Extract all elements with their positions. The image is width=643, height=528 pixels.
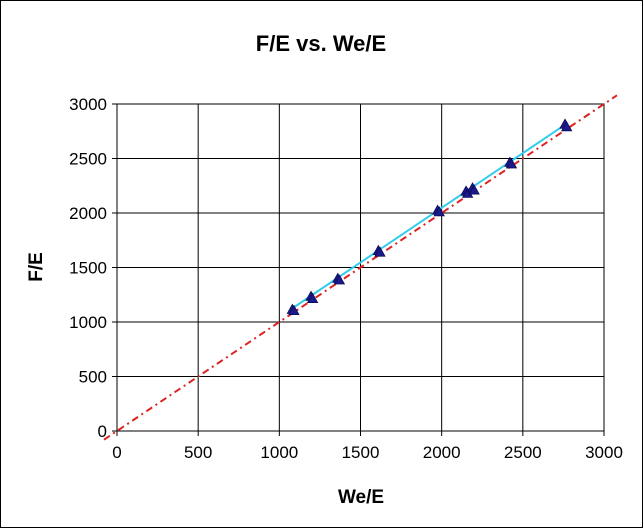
chart-title: F/E vs. We/E (256, 31, 386, 56)
y-tick-label-4: 2000 (69, 204, 107, 223)
y-tick-label-2: 1000 (69, 313, 107, 332)
y-tick-label-3: 1500 (69, 259, 107, 278)
data-point-1 (288, 304, 300, 315)
y-axis-label: F/E (26, 252, 47, 282)
y-tick-label-1: 500 (79, 368, 107, 387)
x-tick-label-4: 2000 (423, 443, 461, 462)
y-tick-label-0: 0 (98, 422, 107, 441)
data-point-17 (560, 121, 573, 132)
data-point-15 (505, 158, 518, 169)
data-point-7 (374, 246, 386, 257)
x-tick-label-6: 3000 (585, 443, 623, 462)
x-tick-label-0: 0 (112, 443, 121, 462)
y-tick-label-5: 2500 (69, 150, 107, 169)
data-point-13 (468, 184, 480, 195)
y-tick-label-6: 3000 (69, 95, 107, 114)
data-point-5 (333, 274, 346, 285)
series-2-line (103, 94, 618, 441)
data-point-3 (306, 292, 319, 303)
x-tick-label-1: 500 (184, 443, 212, 462)
x-axis-label: We/E (338, 487, 384, 508)
x-tick-label-5: 2500 (504, 443, 542, 462)
data-point-9 (433, 206, 445, 217)
plot-area: 0 500 1000 1500 2000 2500 3000 0 500 1000 1500 2000… (69, 94, 623, 462)
x-tick-label-2: 1000 (260, 443, 298, 462)
x-tick-label-3: 1500 (342, 443, 380, 462)
